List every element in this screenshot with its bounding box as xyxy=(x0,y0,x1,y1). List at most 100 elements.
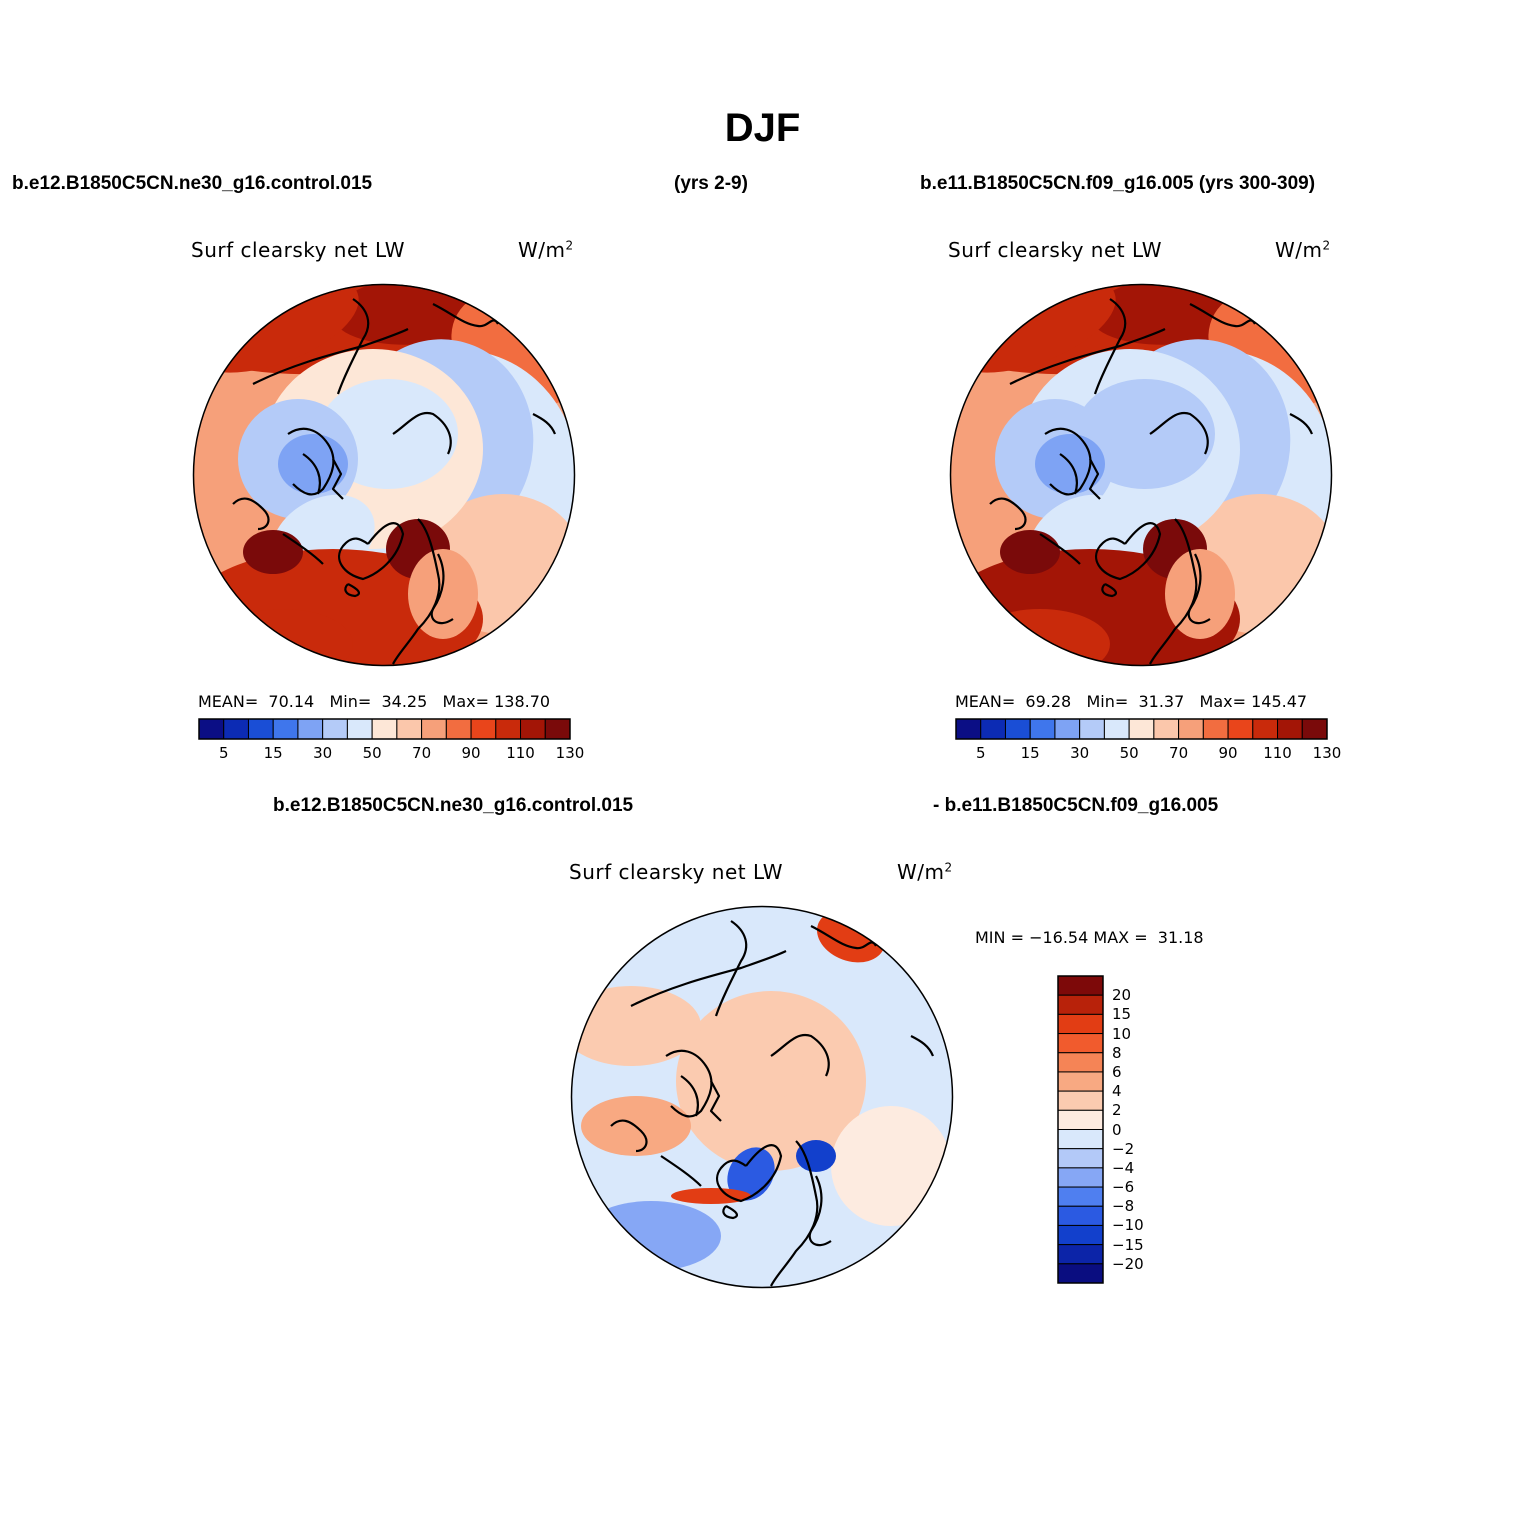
region-europe xyxy=(831,1106,951,1226)
colorbar-tick-label: −15 xyxy=(1112,1235,1144,1254)
coastline-12 xyxy=(532,413,557,435)
colorbar-tick-label: 30 xyxy=(1070,744,1090,762)
panel2-stats: MEAN= 69.28 Min= 31.37 Max= 145.47 xyxy=(955,692,1308,711)
panel2-title: Surf clearsky net LW xyxy=(948,238,1163,262)
colorbar-box-9 xyxy=(1178,718,1204,740)
colorbar-tick-label: −20 xyxy=(1112,1254,1144,1273)
region-labrador-sea xyxy=(1000,530,1060,574)
colorbar-box-4 xyxy=(1054,718,1081,740)
colorbar-tick-label: 2 xyxy=(1112,1101,1122,1120)
colorbar-box-8 xyxy=(1153,718,1180,740)
case2-label: b.e11.B1850C5CN.f09_g16.005 (yrs 300-309… xyxy=(920,173,1316,194)
colorbar-box-0 xyxy=(198,718,225,740)
coastline-3 xyxy=(770,1033,830,1077)
diff-units: W/m2 xyxy=(897,860,953,884)
region-central-arctic xyxy=(696,1016,806,1106)
colorbar-box-6 xyxy=(1057,1090,1104,1111)
colorbar-box-9 xyxy=(421,718,447,740)
colorbar-box-10 xyxy=(1202,718,1229,740)
region-scandinavia xyxy=(408,549,478,639)
coastline-7 xyxy=(338,522,405,581)
colorbar-box-14 xyxy=(1301,718,1328,740)
coastline-4 xyxy=(1044,427,1092,496)
region-scandinavia xyxy=(1165,549,1235,639)
region-atlantic-south xyxy=(213,609,353,666)
colorbar-box-5 xyxy=(1079,718,1105,740)
coastline-10 xyxy=(808,1175,832,1247)
coastline-13 xyxy=(344,583,361,598)
region-alaska xyxy=(571,986,701,1066)
colorbar-tick-label: 5 xyxy=(218,744,229,762)
colorbar-box-13 xyxy=(1277,718,1303,740)
coastline-8 xyxy=(660,1155,702,1187)
map-border xyxy=(570,905,954,1289)
coastline-13 xyxy=(722,1205,739,1220)
panel2-units: W/m2 xyxy=(1275,238,1331,262)
colorbar-tick-label: −8 xyxy=(1112,1197,1135,1216)
colorbar-frame xyxy=(1057,975,1104,1284)
panel2-polar-map xyxy=(949,283,1333,667)
colorbar-box-1 xyxy=(1057,994,1104,1015)
coastline-13 xyxy=(1101,583,1118,598)
colorbar-box-13 xyxy=(1057,1224,1104,1246)
coastline-8 xyxy=(282,533,324,565)
colorbar-tick-label: 90 xyxy=(461,744,481,762)
region-labrador-sea xyxy=(243,530,303,574)
colorbar-box-8 xyxy=(1057,1129,1104,1150)
coastline-6 xyxy=(709,1080,722,1122)
colorbar-box-1 xyxy=(980,718,1006,740)
colorbar-box-4 xyxy=(297,718,324,740)
colorbar-frame xyxy=(955,718,1328,740)
colorbar-box-14 xyxy=(1057,1244,1104,1265)
coastline-6 xyxy=(1088,458,1101,500)
colorbar-tick-label: 5 xyxy=(975,744,986,762)
panel1-colorbar xyxy=(198,718,571,740)
panel1-colorbar-ticks: 5 15 30 50 70 90 110 130 xyxy=(199,744,584,764)
colorbar-box-7 xyxy=(1128,718,1155,740)
coastline-2 xyxy=(432,303,499,328)
colorbar-tick-label: 15 xyxy=(1020,744,1040,762)
coastline-5 xyxy=(302,453,321,495)
coastline-4 xyxy=(287,427,335,496)
colorbar-box-8 xyxy=(396,718,423,740)
region-greenland-edge xyxy=(671,1188,751,1204)
colorbar-box-2 xyxy=(1004,718,1031,740)
coastline-11 xyxy=(989,497,1027,531)
map-border xyxy=(192,283,576,667)
panel1-stats: MEAN= 70.14 Min= 34.25 Max= 138.70 xyxy=(198,692,551,711)
coastline-12 xyxy=(910,1035,935,1057)
colorbar-tick-label: 70 xyxy=(1169,744,1189,762)
colorbar-box-4 xyxy=(1057,1052,1104,1073)
panel1-title: Surf clearsky net LW xyxy=(191,238,406,262)
page-title: DJF xyxy=(724,106,801,150)
colorbar-box-11 xyxy=(470,718,497,740)
colorbar-box-6 xyxy=(1103,718,1130,740)
colorbar-box-6 xyxy=(346,718,373,740)
colorbar-box-14 xyxy=(544,718,571,740)
coastline-4 xyxy=(665,1049,713,1118)
coastline-3 xyxy=(392,411,452,455)
colorbar-box-7 xyxy=(1057,1109,1104,1130)
diff-polar-map xyxy=(570,905,954,1289)
diff-case1-label: b.e12.B1850C5CN.ne30_g16.control.015 xyxy=(273,795,634,816)
colorbar-box-5 xyxy=(1057,1071,1104,1092)
colorbar-box-15 xyxy=(1057,1263,1104,1284)
coastline-10 xyxy=(430,553,454,625)
coastline-11 xyxy=(610,1119,648,1153)
colorbar-tick-label: 20 xyxy=(1112,986,1132,1005)
region-atlantic-south xyxy=(970,609,1110,666)
colorbar-tick-label: −2 xyxy=(1112,1139,1135,1158)
colorbar-box-2 xyxy=(1057,1013,1104,1035)
diff-colorbar-ticks: 20 15 10 8 6 4 2 0 −2 −4 −6 −8 −10 −15 −20 xyxy=(1112,976,1172,1283)
coastline-1 xyxy=(714,920,748,1017)
colorbar-box-1 xyxy=(223,718,249,740)
coastline-2 xyxy=(810,925,877,950)
colorbar-box-2 xyxy=(247,718,274,740)
diff-case2-label: - b.e11.B1850C5CN.f09_g16.005 xyxy=(933,795,1219,816)
colorbar-tick-label: 4 xyxy=(1112,1082,1122,1101)
colorbar-tick-label: −6 xyxy=(1112,1178,1135,1197)
coastline-7 xyxy=(1095,522,1162,581)
colorbar-box-0 xyxy=(1057,975,1104,996)
colorbar-tick-label: 30 xyxy=(313,744,333,762)
colorbar-tick-label: 6 xyxy=(1112,1062,1122,1081)
